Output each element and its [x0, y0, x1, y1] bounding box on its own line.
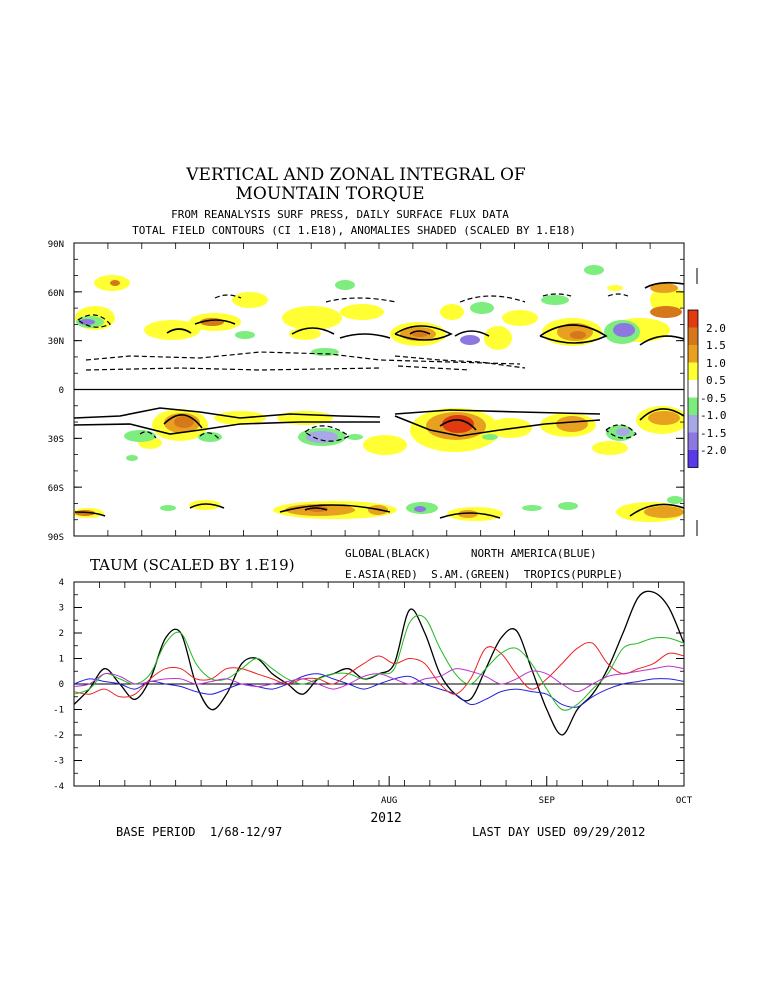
- y-tick-label: 2: [59, 629, 64, 639]
- legend-swatch-2-0: [688, 310, 698, 328]
- lat-tick-90n: 90N: [48, 240, 64, 250]
- series-line-3: [74, 614, 684, 711]
- lat-tick-30s: 30S: [48, 435, 64, 445]
- legend-label-2-0: 2.0: [706, 322, 726, 335]
- negative-contours: [77, 293, 637, 442]
- legend-swatch-1-0: [688, 345, 698, 363]
- base-period: BASE PERIOD 1/68-12/97: [116, 825, 282, 839]
- line-chart-title: TAUM (SCALED BY 1.E19): [90, 556, 295, 574]
- x-tick-label-sep: SEP: [539, 796, 556, 806]
- line-chart-x-labels: AUG SEP OCT: [381, 796, 693, 806]
- legend-swatch-m1-0: [688, 415, 698, 433]
- line-chart-y-labels: 4 3 2 1 0 -1 -2 -3 -4: [53, 578, 64, 792]
- legend-label-1-5: 1.5: [706, 339, 726, 352]
- series-legend-line-1: GLOBAL(BLACK) NORTH AMERICA(BLUE): [345, 547, 597, 560]
- total-field-contours: [74, 281, 684, 519]
- series-line-0: [74, 590, 684, 736]
- lat-tick-0: 0: [59, 386, 64, 396]
- series-line-4: [74, 665, 684, 693]
- y-tick-label: -3: [53, 757, 64, 767]
- series-line-2: [74, 641, 684, 698]
- y-tick-label: -1: [53, 706, 64, 716]
- series-legend-line-2: E.ASIA(RED) S.AM.(GREEN) TROPICS(PURPLE): [345, 568, 623, 581]
- y-tick-label: -4: [53, 782, 64, 792]
- legend-label-m1-5: -1.5: [700, 427, 727, 440]
- legend-swatch-white: [688, 380, 698, 398]
- lat-tick-90s: 90S: [48, 533, 64, 543]
- year-label: 2012: [370, 811, 401, 826]
- lat-tick-30n: 30N: [48, 337, 64, 347]
- y-tick-label: -2: [53, 731, 64, 741]
- legend-label-1-0: 1.0: [706, 357, 726, 370]
- anomaly-heatmap: 90N 60N 30N 0 30S 60S 90S: [48, 240, 698, 543]
- subtitle-line-1: FROM REANALYSIS SURF PRESS, DAILY SURFAC…: [171, 208, 509, 221]
- series-lines: [74, 590, 684, 736]
- legend-swatch-1-5: [688, 327, 698, 345]
- y-tick-label: 4: [59, 578, 64, 588]
- last-day-used: LAST DAY USED 09/29/2012: [472, 825, 645, 839]
- legend-swatch-m0-5: [688, 397, 698, 415]
- legend-label-m2-0: -2.0: [700, 444, 727, 457]
- legend-swatch-m2-0: [688, 450, 698, 468]
- lat-tick-60n: 60N: [48, 289, 64, 299]
- color-legend: 2.0 1.5 1.0 0.5 -0.5 -1.0 -1.5 -2.0: [687, 309, 727, 468]
- heatmap-ticks: [74, 242, 684, 537]
- subtitle-line-2: TOTAL FIELD CONTOURS (CI 1.E18), ANOMALI…: [132, 224, 576, 237]
- title-line-1: VERTICAL AND ZONAL INTEGRAL OF: [185, 165, 526, 185]
- positive-anomalies: [74, 275, 684, 522]
- y-tick-label: 3: [59, 604, 64, 614]
- line-chart-ticks: [73, 581, 685, 787]
- negative-anomalies: [76, 265, 683, 514]
- legend-swatch-m1-5: [688, 432, 698, 450]
- anomaly-shading: [74, 265, 684, 522]
- legend-label-0-5: 0.5: [706, 374, 726, 387]
- x-tick-label-aug: AUG: [381, 796, 397, 806]
- title-line-2: MOUNTAIN TORQUE: [236, 184, 425, 204]
- lat-tick-60s: 60S: [48, 484, 64, 494]
- legend-swatch-0-5: [688, 362, 698, 380]
- legend-label-m0-5: -0.5: [700, 392, 727, 405]
- y-tick-label: 1: [59, 655, 64, 665]
- x-tick-label-oct: OCT: [676, 796, 693, 806]
- y-tick-label: 0: [59, 680, 64, 690]
- taum-line-chart: TAUM (SCALED BY 1.E19) GLOBAL(BLACK) NOR…: [53, 547, 693, 806]
- series-line-1: [74, 673, 684, 708]
- legend-label-m1-0: -1.0: [700, 409, 727, 422]
